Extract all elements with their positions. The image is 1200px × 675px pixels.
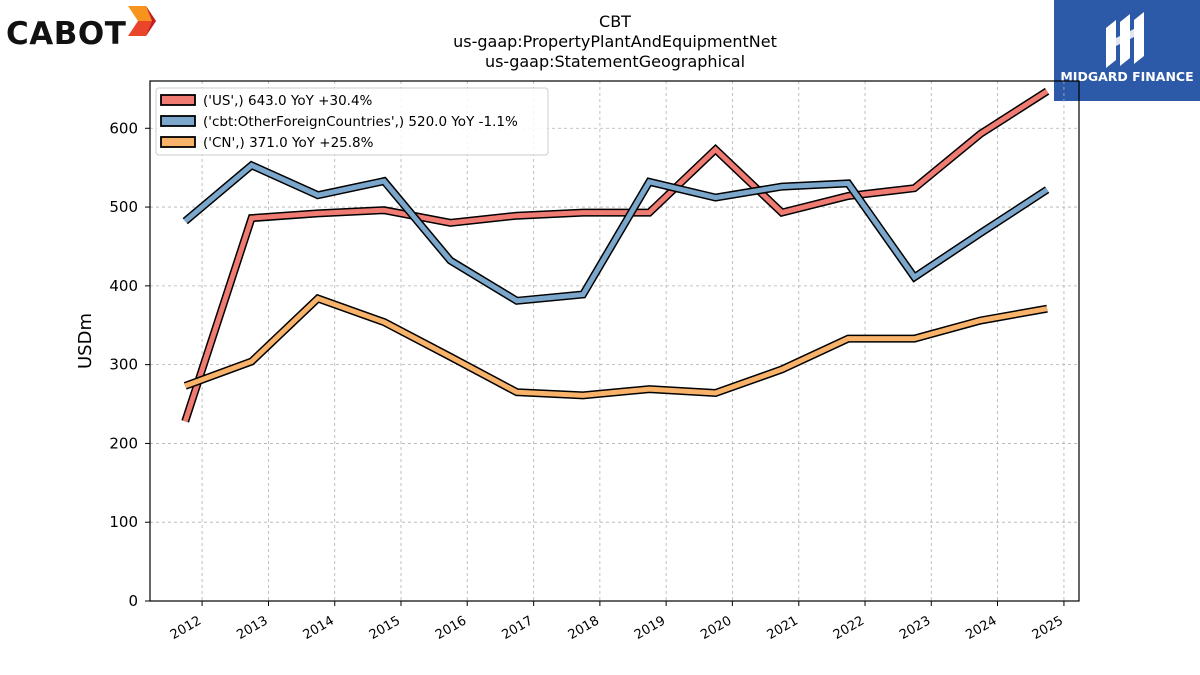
x-tick-label: 2016 — [433, 613, 469, 643]
chart-title-line: us-gaap:PropertyPlantAndEquipmentNet — [453, 32, 777, 51]
x-tick-label: 2018 — [566, 613, 602, 643]
legend-entry: ('US',) 643.0 YoY +30.4% — [203, 93, 373, 109]
legend: ('US',) 643.0 YoY +30.4% ('cbt:OtherForei… — [155, 87, 549, 156]
chart-title-line: CBT — [599, 12, 631, 31]
cabot-logo-text: CABOT — [6, 16, 127, 52]
y-tick-label: 200 — [109, 434, 138, 452]
chart-title-line: us-gaap:StatementGeographical — [485, 52, 745, 71]
legend-entry: ('cbt:OtherForeignCountries',) 520.0 YoY… — [203, 114, 518, 130]
x-tick-label: 2015 — [367, 613, 403, 643]
chart-title: CBTus-gaap:PropertyPlantAndEquipmentNetu… — [453, 12, 777, 71]
y-axis-label: USDm — [75, 313, 96, 369]
y-axis: 0 100 200 300 400 500 600 — [109, 119, 150, 610]
legend-entry: ('CN',) 371.0 YoY +25.8% — [203, 135, 374, 151]
series-line-outline — [183, 293, 1048, 400]
x-tick-label: 2023 — [897, 613, 933, 643]
cabot-logo-mark — [128, 6, 156, 36]
y-tick-label: 300 — [109, 356, 138, 374]
x-tick-label: 2017 — [499, 613, 535, 643]
legend-swatch — [160, 94, 196, 106]
x-axis: 2012 2013 2014 2015 2016 2017 2018 2019 2020 2021… — [168, 601, 1066, 643]
midgard-finance-logo-text: MIDGARD FINANCE — [1060, 69, 1194, 84]
x-tick-label: 2013 — [234, 613, 270, 643]
cabot-logo: CABOT — [4, 4, 164, 52]
y-tick-label: 400 — [109, 277, 138, 295]
series-line — [182, 89, 1049, 423]
legend-swatch — [160, 136, 196, 148]
series-line — [184, 295, 1048, 398]
y-tick-label: 500 — [109, 198, 138, 216]
x-tick-label: 2019 — [632, 613, 668, 643]
x-tick-label: 2025 — [1030, 613, 1066, 643]
x-tick-label: 2012 — [168, 613, 204, 643]
midgard-finance-logo: MIDGARD FINANCE — [1054, 0, 1200, 101]
series-lines — [181, 87, 1050, 423]
grid — [150, 81, 1079, 602]
x-tick-label: 2014 — [301, 613, 337, 643]
series-line — [183, 162, 1049, 304]
plot-area — [149, 80, 1080, 602]
x-tick-label: 2022 — [831, 613, 867, 643]
legend-box — [155, 87, 549, 156]
x-tick-label: 2021 — [765, 613, 801, 643]
y-tick-label: 100 — [109, 513, 138, 531]
y-tick-label: 600 — [109, 119, 138, 137]
y-tick-label: 0 — [128, 592, 138, 610]
legend-swatch — [160, 115, 196, 127]
x-tick-label: 2020 — [698, 613, 734, 643]
x-tick-label: 2024 — [963, 613, 999, 643]
